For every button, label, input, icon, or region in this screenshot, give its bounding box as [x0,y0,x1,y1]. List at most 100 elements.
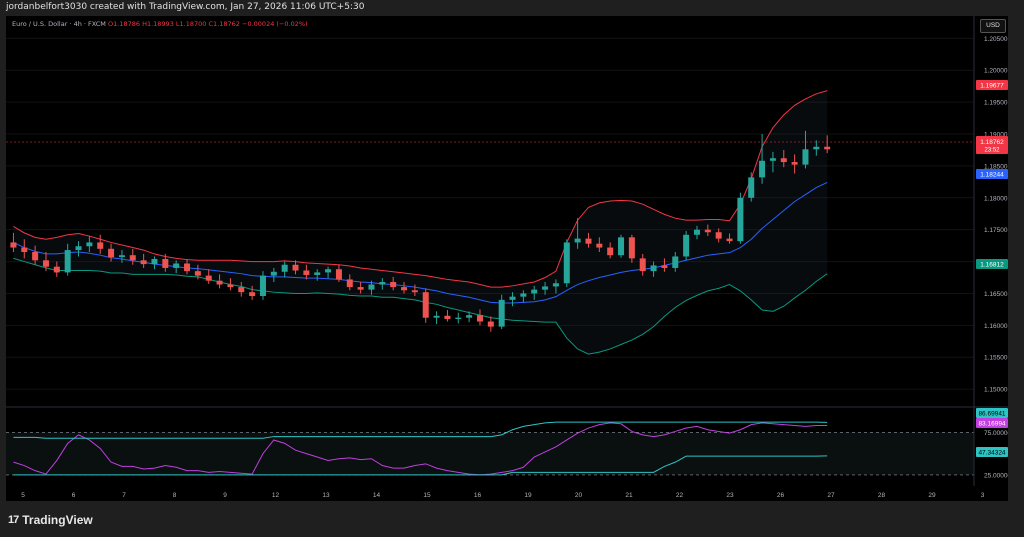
time-tick-label: 20 [575,492,583,499]
candle-body [661,265,668,268]
snapshot-credit: jordanbelfort3030 created with TradingVi… [6,2,365,12]
candle-body [509,296,516,300]
candle-body [173,263,180,268]
price-tick-label: 1.20500 [984,36,1008,43]
rsi-lower-label: 47.34324 [976,447,1008,457]
candle-body [639,258,646,272]
price-tick-label: 1.15000 [984,387,1008,394]
price-tick-label: 1.20000 [984,68,1008,75]
candle-body [531,289,538,294]
candle-body [238,287,245,293]
tradingview-logo-icon: 17 [8,514,19,526]
candle-body [184,263,191,272]
time-tick-label: 12 [272,492,280,499]
currency-button[interactable]: USD [980,19,1006,33]
candle-body [118,255,125,258]
price-tick-label: 1.19000 [984,132,1008,139]
candle-body [683,234,690,257]
bollinger-lower [13,257,828,355]
time-tick-label: 14 [373,492,381,499]
candle-body [487,321,494,327]
svg-text:1.16812: 1.16812 [980,262,1004,269]
price-change: −0.00024 (−0.02%) [242,20,308,28]
time-tick-label: 9 [223,492,227,499]
candle-body [75,246,82,251]
price-tick-label: 1.18000 [984,195,1008,202]
bollinger-fill [13,90,828,355]
candle-body [693,229,700,235]
candle-body [726,238,733,242]
time-tick-label: 23 [726,492,734,499]
price-tick-label: 1.19500 [984,100,1008,107]
candle-body [748,177,755,198]
candle-body [53,266,60,273]
rsi-tick-label: 25.00000 [984,472,1008,479]
candle-body [97,242,104,249]
candle-body [574,238,581,243]
candle-body [86,242,93,247]
ohlc-high: H1.18993 [142,20,174,28]
price-tick-label: 1.16500 [984,291,1008,298]
candle-body [335,269,342,280]
rsi-line [13,422,828,476]
candle-body [140,260,147,265]
candle-body [151,259,158,265]
candle-body [270,271,277,276]
svg-text:86.69941: 86.69941 [978,411,1005,418]
time-axis: 5 6 7 8 9 12 13 14 15 16 19 20 21 22 23 26 27 28 29 3 [21,492,985,499]
time-tick-label: 22 [676,492,684,499]
candle-body [10,242,17,248]
candle-body [259,275,266,297]
candle-body [704,229,711,233]
time-tick-label: 13 [322,492,330,499]
candle-body [368,284,375,290]
candle-body [552,283,559,287]
symbol-name: Euro / U.S. Dollar · 4h · FXCM [12,20,106,28]
upper-band-label: 1.19677 [976,80,1008,90]
candle-body [357,287,364,290]
tradingview-logo[interactable]: 17 TradingView [8,513,93,527]
ohlc-open: O1.18786 [107,20,140,28]
candle-body [618,237,625,256]
candle-body [650,265,657,272]
candle-body [162,259,169,268]
last-price-label: 1.18762 23:52 [976,136,1008,154]
candle-body [585,238,592,244]
candle-body [780,158,787,163]
candle-body [401,287,408,291]
price-tick-label: 1.17500 [984,227,1008,234]
price-tick-label: 1.15500 [984,355,1008,362]
price-tick-label: 1.18500 [984,163,1008,170]
rsi-band-background [6,432,974,475]
ohlc-close: C1.18762 [208,20,240,28]
bollinger-band-fill [13,90,828,355]
candle-body [455,317,462,319]
time-tick-label: 6 [72,492,76,499]
ticker-legend: Euro / U.S. Dollar · 4h · FXCM O1.18786 … [12,20,308,28]
candle-body [411,290,418,293]
time-tick-label: 28 [878,492,886,499]
rsi-tick-label: 75.00000 [984,430,1008,437]
candle-body [498,299,505,327]
candle-body [628,237,635,259]
rsi-upper-band [13,421,828,439]
candle-body [422,292,429,318]
candle-body [325,269,332,273]
candle-body [596,243,603,248]
candle-body [791,162,798,165]
svg-text:1.18762: 1.18762 [980,139,1004,146]
candle-body [346,279,353,288]
bollinger-basis [13,182,828,304]
candle-body [390,281,397,288]
chart-area[interactable]: 1.150001.155001.160001.165001.170001.175… [6,16,1011,501]
svg-text:1.19677: 1.19677 [980,83,1004,90]
time-tick-label: 15 [423,492,431,499]
time-tick-label: 7 [122,492,126,499]
candle-body [520,293,527,297]
candle-body [444,315,451,319]
time-tick-label: 26 [777,492,785,499]
candle-body [281,264,288,272]
candle-body [715,232,722,239]
svg-text:83.16994: 83.16994 [978,421,1005,428]
candle-body [737,197,744,242]
